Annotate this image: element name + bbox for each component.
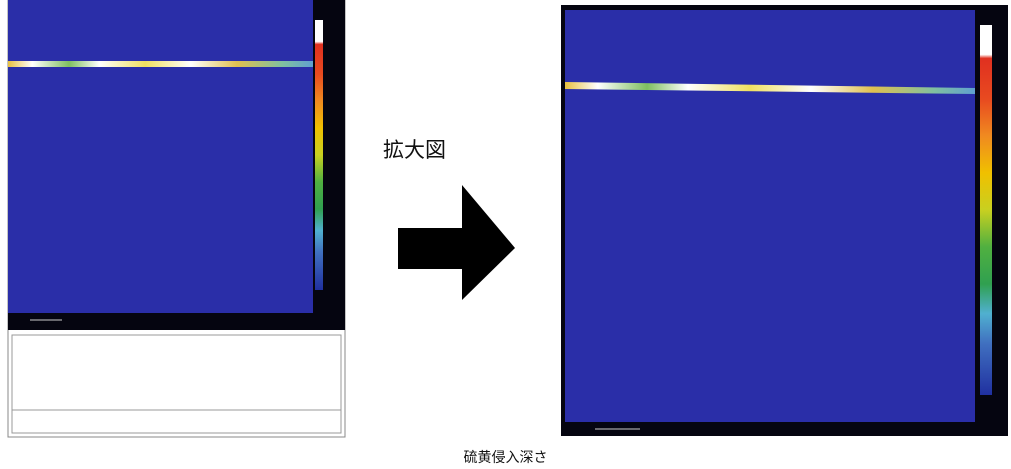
- arrow-shaft: [398, 228, 464, 269]
- color-bar: [315, 20, 323, 290]
- left-report: [8, 0, 345, 437]
- sulfur-map: [8, 0, 313, 313]
- figure: [0, 0, 1011, 469]
- caption: 硫黄侵入深さ: [0, 447, 1011, 467]
- color-bar: [980, 25, 992, 395]
- arrow-head: [462, 185, 515, 300]
- sulfur-map: [565, 10, 975, 422]
- arrow: [398, 185, 515, 300]
- zoom-label: 拡大図: [383, 134, 446, 164]
- sulfur-streak: [8, 61, 313, 67]
- page: 拡大図 硫黄侵入深さ (() => { const data = JSON.pa…: [0, 0, 1011, 469]
- right-enlarged: [561, 5, 1008, 436]
